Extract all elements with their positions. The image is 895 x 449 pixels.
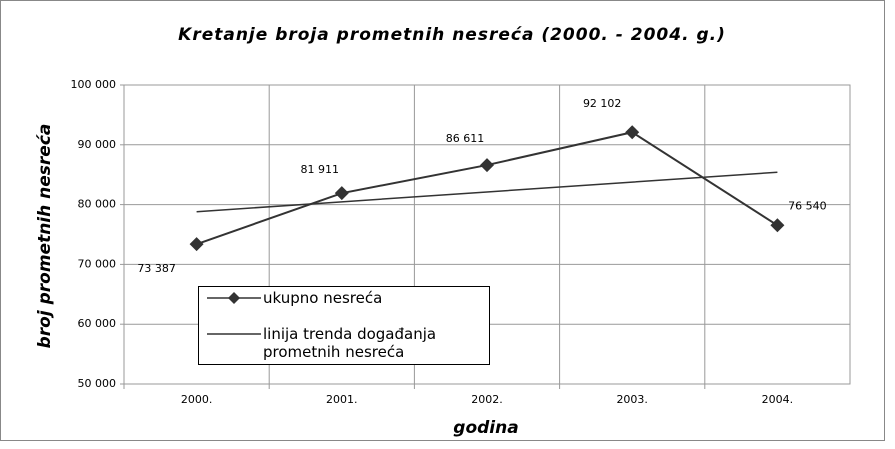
- y-tick-label: 100 000: [71, 78, 117, 91]
- x-axis-label: godina: [453, 418, 518, 438]
- legend: ukupno nesreća linija trenda događanja pr…: [198, 286, 490, 365]
- series-line: [196, 131, 778, 246]
- y-axis-label: broj prometnih nesreća: [35, 124, 55, 349]
- x-tick-label: 2004.: [762, 393, 794, 406]
- chart-title: Kretanje broja prometnih nesreća (2000. …: [178, 25, 726, 45]
- data-point: [334, 186, 349, 201]
- legend-entry: ukupno nesreća: [205, 289, 483, 307]
- legend-entry: linija trenda događanja prometnih nesreć…: [205, 325, 483, 361]
- data-label: 81 911: [301, 163, 340, 176]
- legend-label: ukupno nesreća: [263, 289, 383, 307]
- series-line: [196, 171, 778, 213]
- x-tick-label: 2003.: [616, 393, 648, 406]
- legend-marker: [228, 292, 240, 304]
- plot-area: [123, 84, 851, 385]
- data-point: [625, 125, 640, 140]
- data-label: 92 102: [583, 97, 622, 110]
- data-point: [480, 158, 494, 173]
- x-tick-label: 2000.: [181, 393, 213, 406]
- y-tick-label: 80 000: [78, 198, 117, 211]
- data-label: 86 611: [446, 132, 485, 145]
- data-point: [189, 237, 204, 252]
- legend-symbol: [207, 292, 261, 304]
- x-tick-label: 2002.: [471, 393, 503, 406]
- y-tick-label: 60 000: [78, 317, 117, 330]
- legend-symbol: [207, 333, 261, 335]
- data-label: 73 387: [137, 262, 176, 275]
- x-tick-label: 2001.: [326, 393, 358, 406]
- data-label: 76 540: [788, 199, 827, 212]
- chart-border: [0, 0, 885, 441]
- legend-label: linija trenda događanja prometnih nesreć…: [263, 325, 437, 361]
- y-tick-label: 50 000: [78, 377, 117, 390]
- y-tick-label: 90 000: [78, 138, 117, 151]
- y-tick-label: 70 000: [78, 257, 117, 270]
- data-point: [770, 218, 785, 233]
